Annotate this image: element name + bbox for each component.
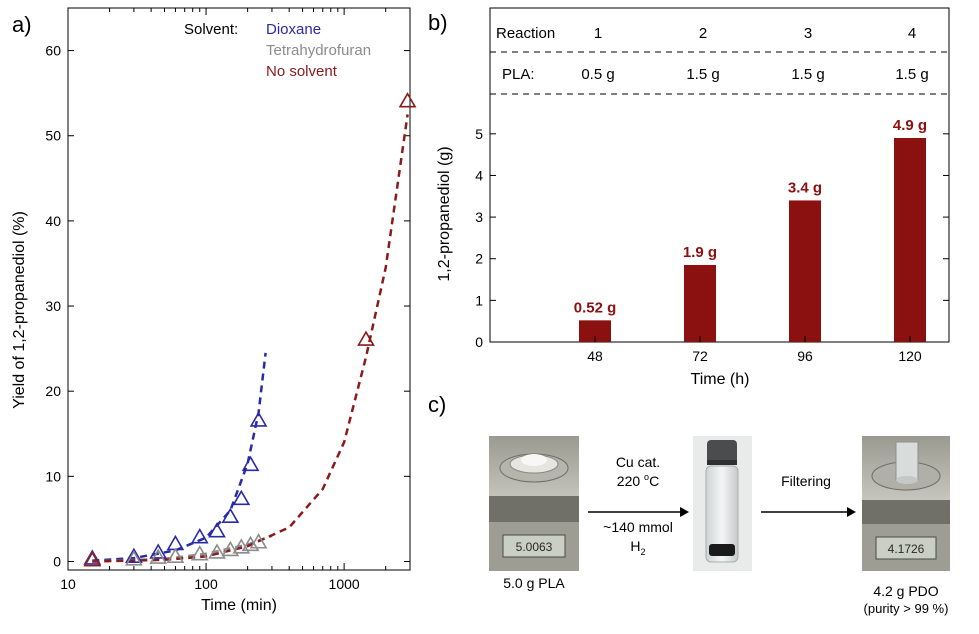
panel-a-label: a)	[12, 12, 32, 37]
bar-data-label: 1.9 g	[683, 244, 717, 261]
data-point	[221, 507, 240, 524]
y-tick-label: 0	[475, 334, 483, 350]
data-point	[166, 547, 185, 564]
data-point	[149, 543, 168, 559]
reaction-gas: H2	[630, 538, 645, 557]
bar	[579, 320, 611, 342]
table-pla-amount: 0.5 g	[581, 66, 614, 83]
filtering-label: Filtering	[781, 473, 831, 489]
panel-a-y-axis: 0 10 20 30 40 50 60	[45, 43, 410, 569]
panel-a-data-points	[83, 92, 417, 567]
y-tick-label: 20	[45, 383, 61, 399]
fit-curve	[92, 114, 409, 563]
data-point	[249, 411, 268, 427]
table-pla-label: PLA:	[502, 66, 535, 83]
fit-curve	[92, 352, 267, 562]
balance-photo-start: 5.0063	[489, 436, 579, 571]
panel-b-table: 1 2 3 4 0.5 g 1.5 g 1.5 g 1.5 g	[581, 25, 928, 83]
legend-title: Solvent:	[184, 21, 238, 38]
x-tick-label: 72	[692, 348, 708, 364]
bar-data-label: 4.9 g	[893, 117, 927, 134]
panel-a-fit-curves	[92, 114, 409, 563]
y-tick-label: 1	[475, 292, 483, 308]
y-tick-label: 60	[45, 43, 61, 59]
panel-b-y-axis: 0 1 2 3 4 5	[475, 126, 949, 350]
balance-photo-end: 4.1726	[862, 436, 950, 571]
data-point	[124, 547, 143, 564]
data-point	[249, 533, 268, 549]
table-reaction-number: 1	[594, 25, 602, 42]
table-reaction-number: 3	[804, 25, 812, 42]
table-pla-amount: 1.5 g	[686, 66, 719, 83]
data-point	[83, 549, 102, 565]
y-tick-label: 40	[45, 213, 61, 229]
data-point	[232, 489, 251, 506]
data-point	[190, 545, 209, 561]
data-point	[221, 540, 240, 557]
data-point	[149, 548, 168, 564]
balance-display-end: 4.1726	[888, 542, 925, 556]
bar	[894, 137, 926, 342]
vial-photo	[693, 436, 752, 571]
bar-data-label: 3.4 g	[788, 179, 822, 196]
y-tick-label: 2	[475, 251, 483, 267]
panel-c-label: c)	[428, 392, 446, 417]
panel-a-plot-frame	[67, 7, 411, 571]
y-tick-label: 4	[475, 167, 483, 183]
bar	[684, 264, 716, 342]
legend-dioxane: Dioxane	[266, 21, 321, 38]
panel-b-bars: 0.52 g 48 1.9 g 72 3.4 g 96 4.9 g 120	[574, 117, 927, 364]
table-pla-amount: 1.5 g	[791, 66, 824, 83]
end-caption: 4.2 g PDO	[873, 583, 938, 599]
x-tick-label: 1000	[329, 576, 360, 592]
y-tick-label: 5	[475, 126, 483, 142]
y-tick-label: 10	[45, 468, 61, 484]
panel-b-plot-frame	[489, 7, 950, 343]
data-point	[208, 543, 226, 559]
arrow-reaction-head	[680, 507, 689, 517]
reaction-temperature: 220 oC	[617, 472, 659, 489]
legend-tetrahydrofuran: Tetrahydrofuran	[266, 42, 371, 59]
data-point	[83, 551, 102, 567]
panel-b-y-label: 1,2-propanediol (g)	[436, 146, 453, 281]
arrow-filtering-head	[847, 507, 856, 517]
panel-b-label: b)	[428, 10, 448, 35]
table-reaction-number: 2	[699, 25, 707, 42]
x-tick-label: 100	[194, 576, 218, 592]
x-tick-label: 120	[898, 348, 922, 364]
reaction-catalyst: Cu cat.	[616, 454, 660, 470]
table-pla-amount: 1.5 g	[895, 66, 928, 83]
data-point	[241, 535, 260, 552]
y-tick-label: 50	[45, 128, 61, 144]
x-tick-label: 96	[797, 348, 813, 364]
y-tick-label: 0	[53, 553, 61, 569]
panel-a-x-axis: 10 100 1000	[60, 8, 411, 592]
data-point	[357, 330, 375, 346]
panel-a-x-label: Time (min)	[201, 597, 277, 614]
data-point	[190, 528, 209, 544]
balance-display-start: 5.0063	[516, 540, 553, 554]
data-point	[398, 92, 417, 108]
bar	[789, 200, 821, 342]
end-caption-purity: (purity > 99 %)	[864, 601, 949, 616]
data-point	[208, 522, 226, 538]
legend-no-solvent: No solvent	[266, 63, 338, 80]
table-reaction-number: 4	[908, 25, 916, 42]
x-tick-label: 48	[587, 348, 603, 364]
y-tick-label: 30	[45, 298, 61, 314]
y-tick-label: 3	[475, 209, 483, 225]
table-reaction-label: Reaction	[496, 25, 555, 42]
panel-b-x-label: Time (h)	[691, 371, 750, 388]
data-point	[124, 550, 143, 566]
data-point	[241, 455, 260, 472]
reaction-pressure: ~140 mmol	[603, 519, 673, 535]
bar-data-label: 0.52 g	[574, 299, 617, 316]
panel-a-y-label: Yield of 1,2-propanediol (%)	[11, 211, 28, 409]
start-caption: 5.0 g PLA	[503, 575, 565, 591]
x-tick-label: 10	[60, 576, 76, 592]
